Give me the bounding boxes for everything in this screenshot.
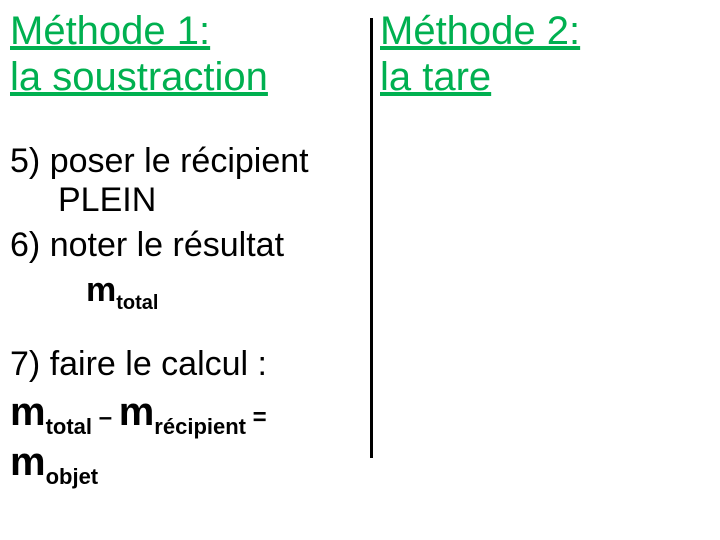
- method1-title-line2: la soustraction: [10, 55, 268, 99]
- step-5-prefix: 5): [10, 142, 50, 180]
- eq-minus: –: [92, 404, 119, 431]
- method1-title-line1: Méthode 1:: [10, 9, 210, 53]
- method2-title: Méthode 2: la tare: [380, 8, 710, 100]
- step-6: 6) noter le résultat: [10, 226, 360, 265]
- step-5-text: poser le récipient: [50, 142, 309, 180]
- eq-sub2: récipient: [154, 414, 246, 439]
- column-left: Méthode 1: la soustraction 5) poser le r…: [0, 0, 370, 490]
- m-subscript-total: total: [116, 292, 158, 314]
- slide: Méthode 1: la soustraction 5) poser le r…: [0, 0, 720, 540]
- columns: Méthode 1: la soustraction 5) poser le r…: [0, 0, 720, 490]
- step-7-text: faire le calcul :: [50, 345, 267, 383]
- eq-m2: m: [119, 390, 155, 434]
- eq-equals: =: [246, 404, 267, 431]
- step-6-text: noter le résultat: [50, 226, 284, 264]
- method2-title-line1: Méthode 2:: [380, 9, 580, 53]
- eq-m3: m: [10, 440, 46, 484]
- step-5: 5) poser le récipient PLEIN: [10, 142, 360, 220]
- step-6-prefix: 6): [10, 226, 50, 264]
- step-5-text-line2: PLEIN: [10, 181, 360, 220]
- eq-sub3: objet: [46, 464, 99, 489]
- method1-title: Méthode 1: la soustraction: [10, 8, 360, 100]
- m-symbol: m: [86, 271, 116, 309]
- equation: mtotal – mrécipient = mobjet: [10, 390, 360, 490]
- method1-steps: 5) poser le récipient PLEIN 6) noter le …: [10, 142, 360, 490]
- eq-m1: m: [10, 390, 46, 434]
- step-7-prefix: 7): [10, 345, 50, 383]
- method2-title-line2: la tare: [380, 55, 491, 99]
- step-7: 7) faire le calcul :: [10, 345, 360, 384]
- eq-sub1: total: [46, 414, 92, 439]
- column-right: Méthode 2: la tare: [370, 0, 720, 490]
- mtotal-formula: mtotal: [10, 271, 360, 315]
